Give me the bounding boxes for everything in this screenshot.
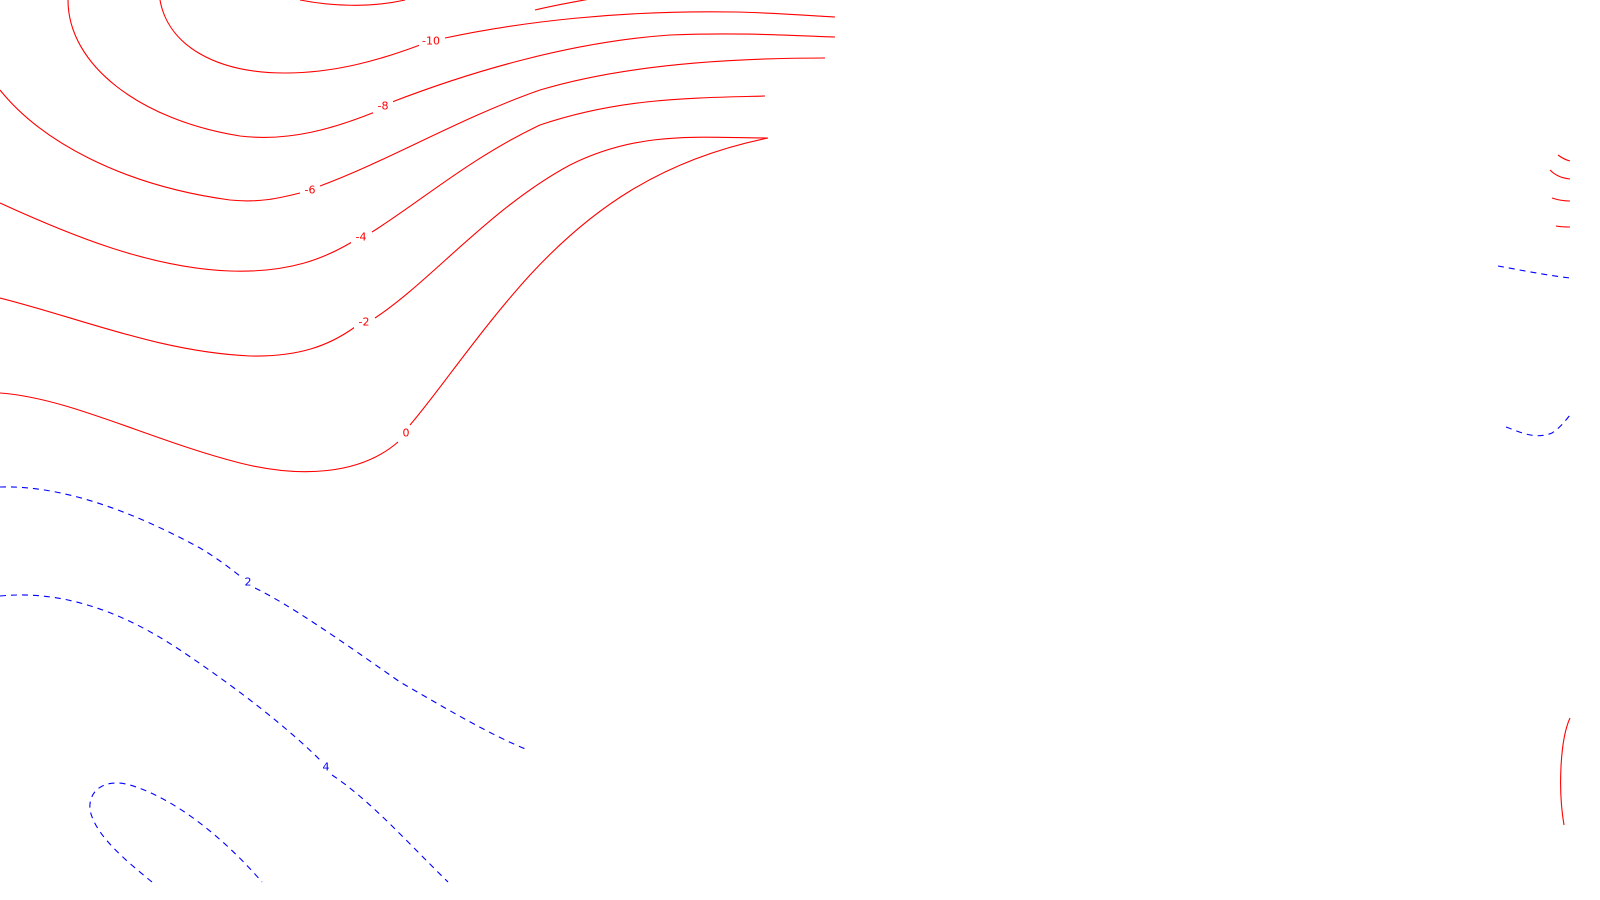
contour-line-minus-10 <box>159 0 836 74</box>
contour-line-minus-2 <box>0 136 769 357</box>
negative-contours <box>0 0 1571 826</box>
contour-line-right-fragment-c <box>1551 197 1571 202</box>
contour-label-zero: 0 <box>403 427 410 440</box>
contour-label-minus-2: -2 <box>359 316 370 329</box>
contour-line-top-right-fragment <box>534 0 588 11</box>
contour-line-plus-4 <box>0 594 449 883</box>
contour-line-right-fragment-a <box>1557 154 1571 162</box>
contour-line-top-fragment <box>299 0 406 6</box>
contour-label-minus-10: -10 <box>422 35 440 48</box>
contour-line-right-fragment-blue-b <box>1505 414 1571 437</box>
contour-line-minus-8 <box>67 0 836 138</box>
contour-line-plus-2 <box>0 486 529 751</box>
contour-line-minus-4 <box>0 95 766 272</box>
contour-line-right-fragment-d <box>1555 225 1571 228</box>
contour-label-plus-2: 2 <box>245 576 252 589</box>
positive-contours <box>0 265 1571 883</box>
contour-line-right-fragment-b <box>1549 169 1571 180</box>
contour-label-minus-8: -8 <box>378 100 389 113</box>
contour-label-minus-4: -4 <box>356 231 367 244</box>
contour-line-right-fragment-blue-a <box>1497 265 1571 279</box>
contour-line-minus-6 <box>0 57 826 202</box>
contour-label-minus-6: -6 <box>305 184 316 197</box>
contour-line-inner-loop <box>89 782 263 883</box>
contour-line-zero <box>0 137 769 473</box>
contour-line-right-fragment-e <box>1560 717 1571 826</box>
contour-labels: -10 -8 -6 -4 -2 0 2 4 <box>241 34 443 774</box>
contour-label-plus-4: 4 <box>323 761 330 774</box>
